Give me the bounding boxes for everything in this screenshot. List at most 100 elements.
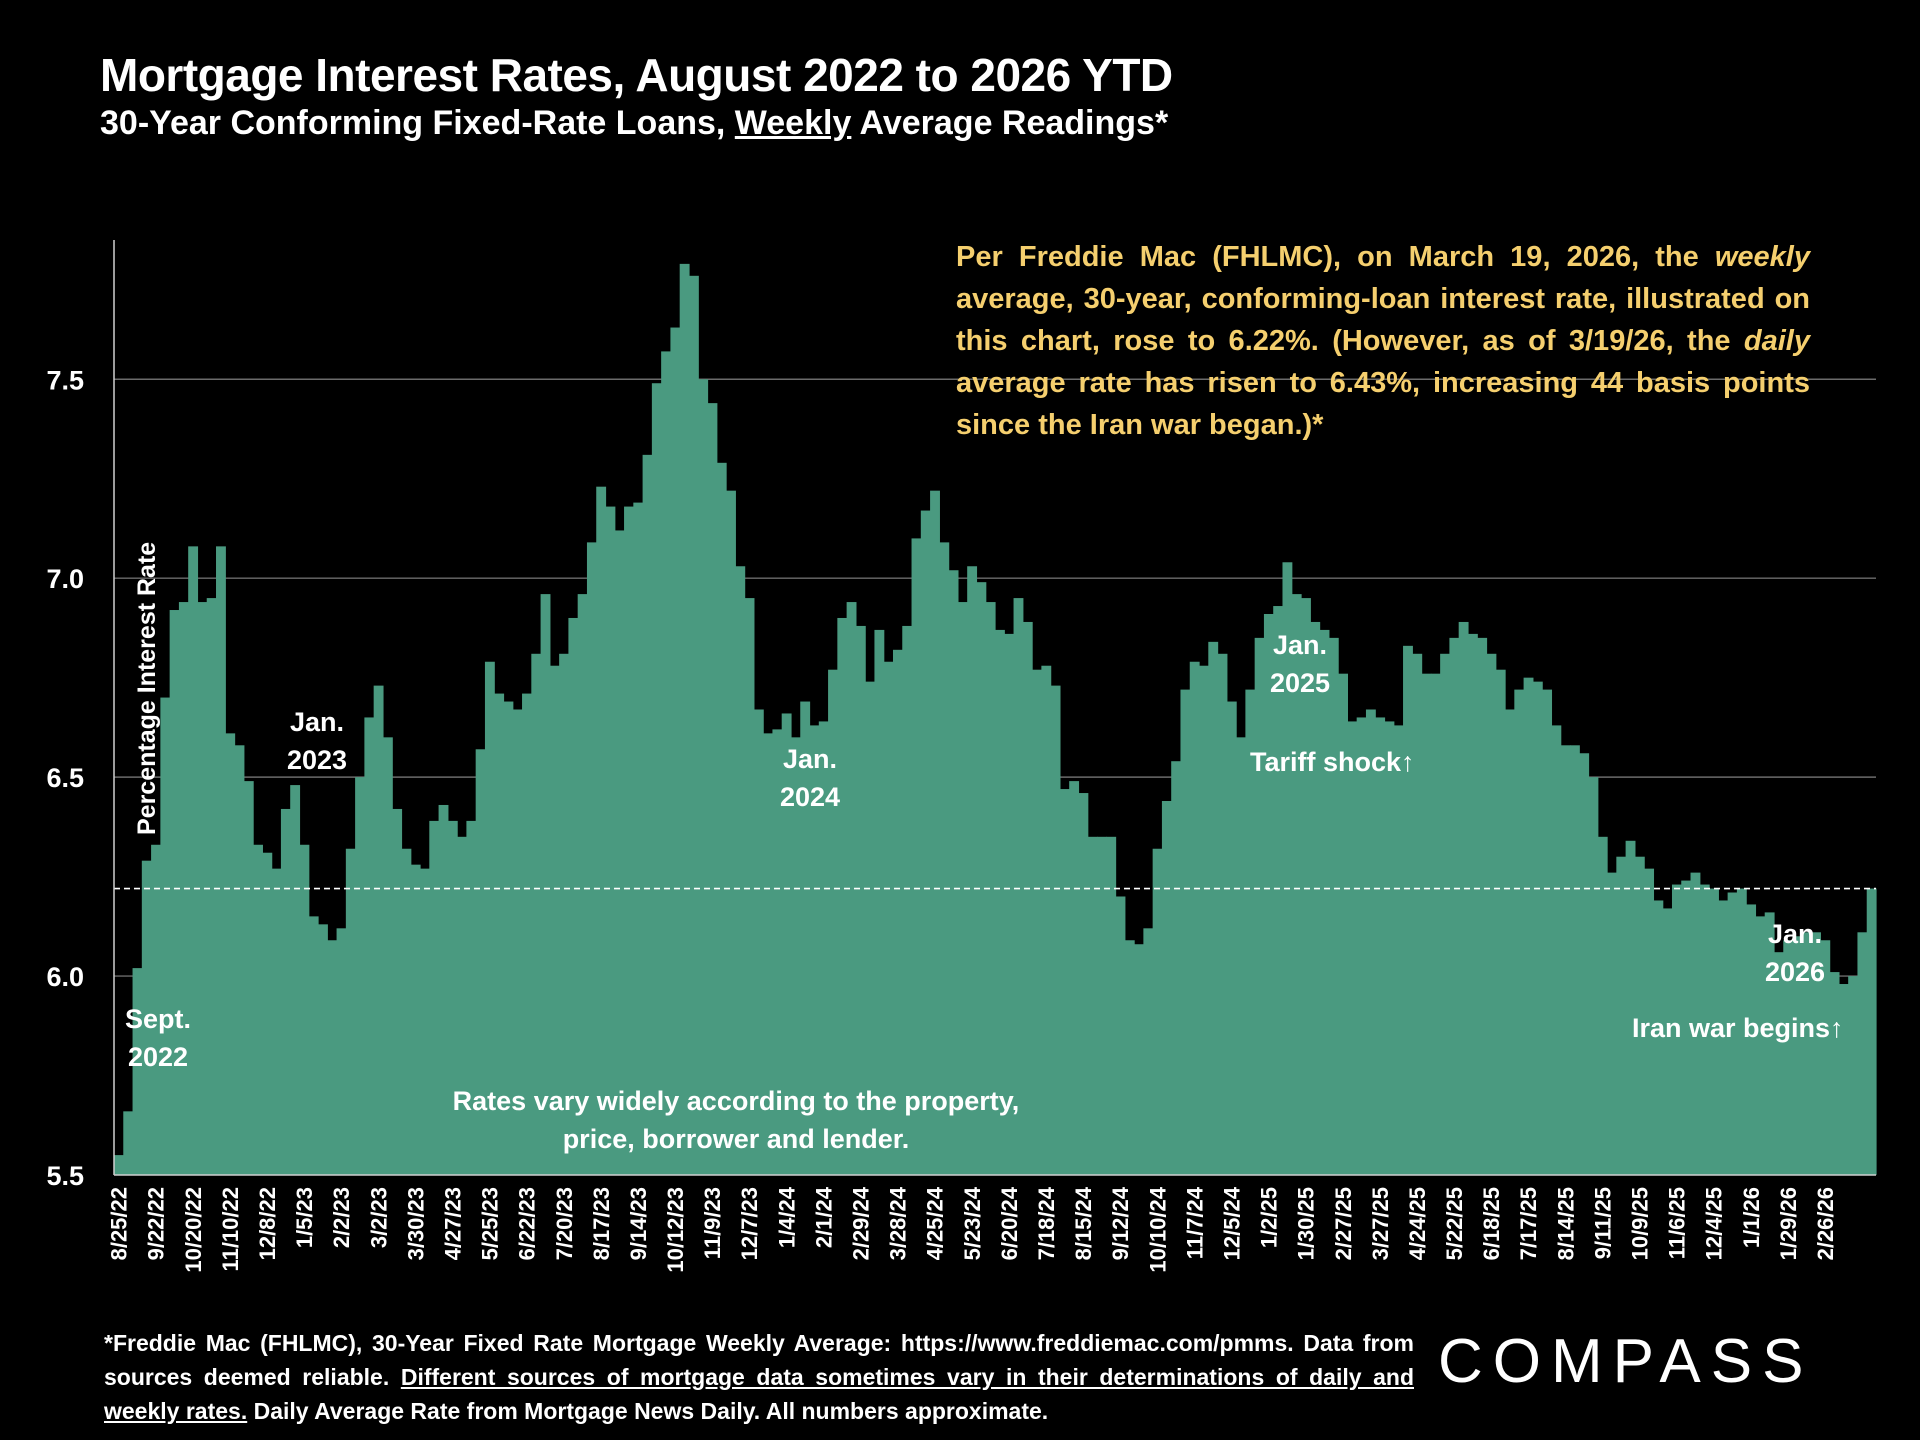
rate-bar xyxy=(892,649,903,1175)
rate-bar xyxy=(1699,884,1710,1175)
x-tick-label: 7/17/25 xyxy=(1516,1187,1541,1260)
rate-bar xyxy=(1811,932,1821,1175)
rate-bar xyxy=(494,693,505,1175)
x-tick-label: 10/12/23 xyxy=(663,1187,688,1273)
rate-bar xyxy=(1597,836,1608,1175)
rate-bar xyxy=(1004,633,1015,1175)
rate-bar xyxy=(1208,641,1219,1175)
x-tick-label: 2/29/24 xyxy=(849,1186,874,1260)
rate-bar xyxy=(151,844,161,1175)
rate-bar xyxy=(512,709,523,1175)
callout-text-2: average, 30-year, conforming-loan intere… xyxy=(956,283,1810,357)
rate-bar xyxy=(438,804,449,1175)
rate-bar xyxy=(1467,633,1478,1175)
x-tick-label: 10/10/24 xyxy=(1145,1186,1170,1272)
rate-bar xyxy=(1384,721,1395,1175)
rate-bar xyxy=(522,693,532,1175)
rate-bar xyxy=(1440,653,1451,1175)
rate-bar xyxy=(1430,673,1441,1175)
annotation-2025-label: 2025 xyxy=(1270,668,1330,698)
rate-bar xyxy=(1764,912,1775,1175)
rate-bar xyxy=(1124,940,1135,1175)
rate-bar xyxy=(781,713,792,1175)
rate-bar xyxy=(1097,836,1107,1175)
rate-bar xyxy=(828,669,838,1175)
rate-bar xyxy=(447,820,458,1175)
rate-bar xyxy=(568,617,579,1175)
rate-bar xyxy=(1115,896,1126,1175)
x-tick-label: 12/7/23 xyxy=(737,1187,762,1260)
rate-bar xyxy=(1328,637,1339,1175)
rate-bar xyxy=(114,1155,124,1175)
x-tick-label: 2/26/26 xyxy=(1813,1187,1838,1260)
rate-bar xyxy=(1718,900,1729,1175)
rate-bar xyxy=(141,860,152,1175)
rate-bar xyxy=(327,940,338,1175)
rate-bar xyxy=(605,506,616,1175)
x-tick-label: 9/14/23 xyxy=(626,1187,651,1260)
rate-bar xyxy=(280,808,291,1175)
x-tick-label: 3/28/24 xyxy=(886,1186,911,1260)
rate-bar xyxy=(1022,621,1033,1175)
rate-bar xyxy=(1393,725,1404,1175)
rate-bar xyxy=(1319,629,1330,1175)
rate-bar xyxy=(1523,677,1534,1175)
rate-bar xyxy=(253,844,263,1175)
rate-bar xyxy=(1727,892,1738,1175)
rate-bar xyxy=(457,836,467,1175)
rate-bar xyxy=(1226,701,1237,1175)
rate-bar xyxy=(160,697,171,1175)
annotation-rates-vary-line2: price, borrower and lender. xyxy=(563,1124,910,1154)
x-tick-label: 1/5/23 xyxy=(292,1187,317,1248)
rate-bar xyxy=(336,928,347,1175)
x-tick-label: 1/1/26 xyxy=(1739,1187,1764,1248)
rate-bar xyxy=(679,263,690,1176)
callout-weekly-emphasis: weekly xyxy=(1714,241,1810,273)
x-tick-label: 1/2/25 xyxy=(1257,1187,1282,1248)
rate-bar xyxy=(939,542,950,1175)
freddie-mac-callout: Per Freddie Mac (FHLMC), on March 19, 20… xyxy=(956,236,1810,446)
rate-bar xyxy=(1458,621,1469,1175)
rate-bar xyxy=(1616,856,1627,1175)
rate-bar xyxy=(1032,669,1042,1175)
rate-bar xyxy=(624,506,634,1175)
rate-bar xyxy=(1746,904,1757,1175)
rate-bar xyxy=(1709,888,1719,1175)
annotation-2024-label: 2024 xyxy=(780,782,840,812)
x-tick-label: 10/9/25 xyxy=(1628,1187,1653,1260)
rate-bar xyxy=(753,709,764,1175)
rate-bar xyxy=(1690,872,1701,1175)
rate-bar xyxy=(1245,689,1256,1175)
axes xyxy=(113,240,1876,1176)
rate-bar xyxy=(1792,936,1803,1175)
x-tick-label: 9/12/24 xyxy=(1108,1186,1133,1260)
rate-bar xyxy=(1180,689,1191,1175)
subtitle-text-underlined: Weekly xyxy=(734,104,852,142)
rate-bar xyxy=(1106,836,1117,1175)
annotation-rates-vary-line1: Rates vary widely according to the prope… xyxy=(453,1086,1020,1116)
rate-bar xyxy=(1301,598,1311,1175)
rate-bar xyxy=(670,327,681,1175)
rate-bar xyxy=(865,681,876,1175)
rate-bar xyxy=(661,351,672,1175)
rate-bar xyxy=(345,848,356,1175)
rate-bar xyxy=(967,566,978,1175)
y-tick-labels: 5.5 6.0 6.5 7.0 7.5 xyxy=(46,365,84,1191)
annotation-sept-label: Sept. xyxy=(125,1004,191,1034)
rate-bar xyxy=(429,820,440,1175)
x-tick-label: 7/20/23 xyxy=(552,1187,577,1260)
rate-bar xyxy=(373,685,384,1175)
rate-bar xyxy=(1087,836,1098,1175)
rate-bar xyxy=(178,602,189,1175)
annotation-jan-2026-label: Jan. xyxy=(1768,919,1822,949)
rate-bar xyxy=(883,661,894,1175)
x-tick-label: 5/25/23 xyxy=(478,1187,503,1260)
rate-bar xyxy=(716,462,727,1176)
rate-bar xyxy=(188,546,199,1175)
rate-bar xyxy=(1662,908,1673,1175)
rate-bar xyxy=(299,844,310,1175)
x-tick-label: 6/18/25 xyxy=(1479,1187,1504,1260)
x-tick-label: 12/5/24 xyxy=(1219,1186,1244,1260)
x-tick-label: 7/18/24 xyxy=(1034,1186,1059,1260)
